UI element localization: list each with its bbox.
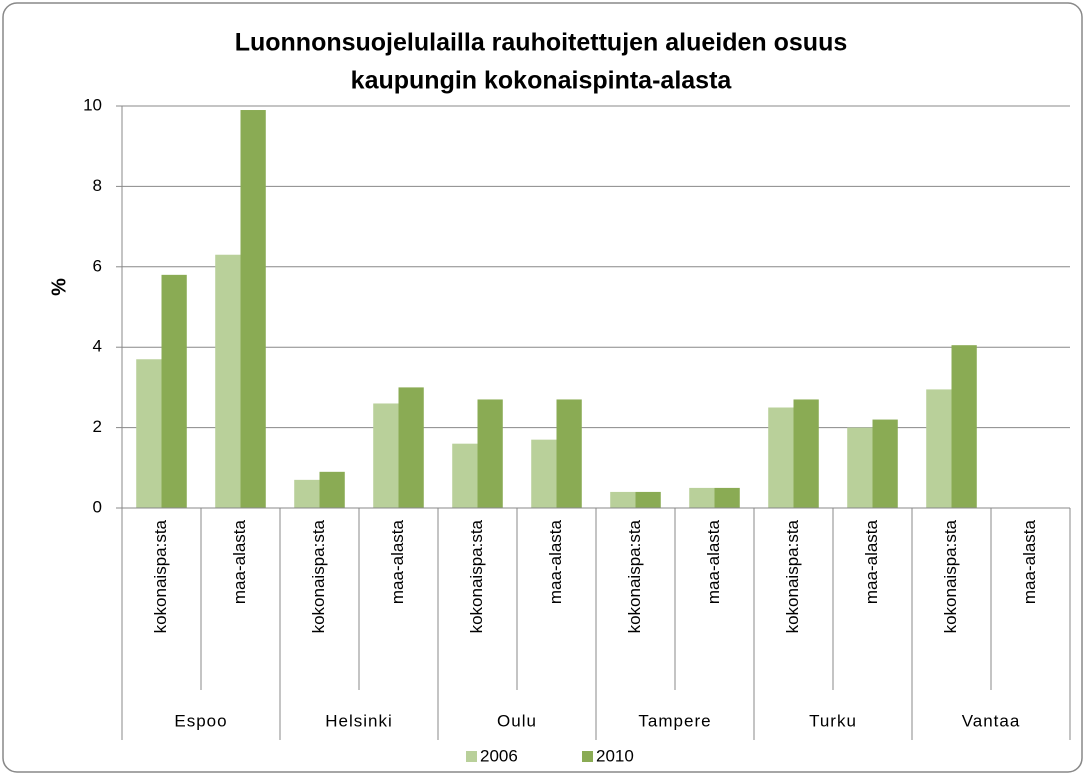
bar <box>294 479 320 508</box>
bar <box>793 399 819 508</box>
bar <box>398 387 424 508</box>
bar <box>556 399 582 508</box>
x-tick-label: kokonaispa:sta <box>941 519 960 633</box>
bar <box>319 471 345 508</box>
chart-title: kaupungin kokonaispinta-alasta <box>351 67 733 95</box>
bar <box>635 491 661 508</box>
x-tick-label: kokonaispa:sta <box>309 519 328 633</box>
bar <box>872 419 898 508</box>
x-tick-label: maa-alasta <box>1020 519 1039 604</box>
bar <box>477 399 503 508</box>
y-tick-label: 6 <box>93 256 102 275</box>
bar <box>240 110 266 509</box>
bar <box>714 487 740 508</box>
x-tick-label: maa-alasta <box>388 519 407 604</box>
x-tick-label: maa-alasta <box>230 519 249 604</box>
bar <box>452 443 478 508</box>
x-tick-label: maa-alasta <box>704 519 723 604</box>
x-tick-label: kokonaispa:sta <box>783 519 802 633</box>
y-tick-label: 2 <box>93 417 102 436</box>
x-tick-label: maa-alasta <box>862 519 881 604</box>
legend-swatch <box>466 751 477 762</box>
y-tick-label: 8 <box>93 176 102 195</box>
legend-label: 2006 <box>480 746 518 765</box>
bar <box>161 274 187 508</box>
y-tick-label: 0 <box>93 497 102 516</box>
bar <box>768 407 794 508</box>
bar <box>531 439 557 508</box>
bar <box>951 345 977 508</box>
chart-title: Luonnonsuojelulailla rauhoitettujen alue… <box>235 29 848 57</box>
y-tick-label: 10 <box>83 95 102 114</box>
group-label: Helsinki <box>325 711 393 730</box>
group-label: Vantaa <box>962 711 1021 730</box>
bar <box>689 487 715 508</box>
x-tick-label: kokonaispa:sta <box>151 519 170 633</box>
x-tick-label: kokonaispa:sta <box>625 519 644 633</box>
legend-swatch <box>582 751 593 762</box>
bar <box>610 491 636 508</box>
group-label: Tampere <box>638 711 711 730</box>
bar <box>847 427 873 508</box>
x-tick-label: maa-alasta <box>546 519 565 604</box>
bar <box>926 389 952 508</box>
legend-label: 2010 <box>596 746 634 765</box>
group-label: Oulu <box>497 711 537 730</box>
bar <box>215 254 241 508</box>
y-tick-label: 4 <box>93 337 102 356</box>
bar <box>373 403 399 508</box>
x-tick-label: kokonaispa:sta <box>467 519 486 633</box>
group-label: Turku <box>809 711 857 730</box>
y-axis-label: % <box>48 278 70 296</box>
bar <box>136 359 162 508</box>
group-label: Espoo <box>174 711 227 730</box>
